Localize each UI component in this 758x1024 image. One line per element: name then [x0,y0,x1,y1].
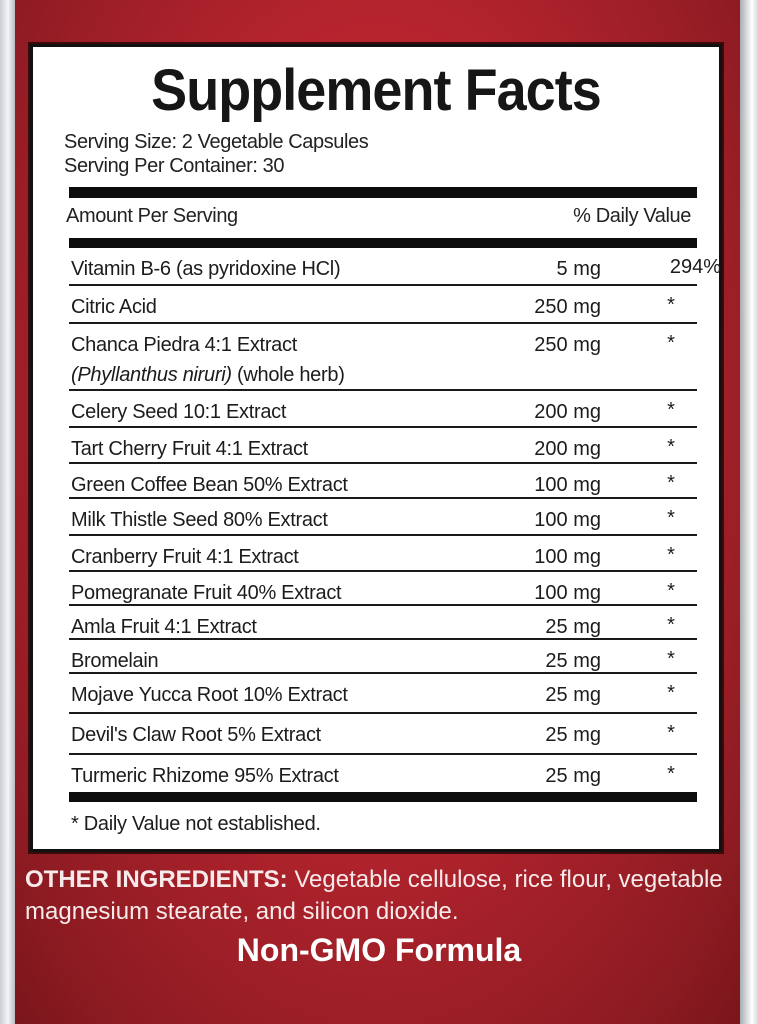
ingredient-name: Milk Thistle Seed 80% Extract [71,505,328,535]
ingredient-daily-value: 294% [669,256,721,278]
ingredient-row: Citric Acid 250 mg * [69,286,697,324]
divider-thick [69,792,697,802]
ingredient-row: Turmeric Rhizome 95% Extract 25 mg * [69,755,697,794]
ingredient-row: Pomegranate Fruit 40% Extract 100 mg * [69,572,697,606]
ingredient-amount: 25 mg [545,724,601,746]
other-ingredients-text: Vegetable cellulose, rice flour, vegetab… [25,866,723,925]
ingredient-amount: 100 mg [534,582,601,604]
ingredient-amount: 5 mg [556,258,601,280]
ingredient-name-text: Devil's Claw Root 5% Extract [71,724,321,746]
ingredient-amount: 250 mg [534,334,601,356]
ingredient-name: Chanca Piedra 4:1 Extract (Phyllanthus ni… [71,330,345,390]
ingredient-name: Cranberry Fruit 4:1 Extract [71,542,299,572]
ingredient-name-text: Celery Seed 10:1 Extract [71,401,287,423]
ingredient-name-text: Tart Cherry Fruit 4:1 Extract [71,438,308,460]
ingredient-name-text: Amla Fruit 4:1 Extract [71,616,257,638]
ingredient-name-text: Green Coffee Bean 50% Extract [71,474,348,496]
ingredient-name: Turmeric Rhizome 95% Extract [71,761,339,791]
ingredient-amount: 250 mg [534,296,601,318]
ingredient-name: Citric Acid [71,292,157,322]
ingredient-name: Vitamin B-6 (as pyridoxine HCl) [71,254,341,284]
supplement-facts-panel: Supplement Facts Serving Size: 2 Vegetab… [30,44,722,852]
ingredient-name-text: Mojave Yucca Root 10% Extract [71,684,348,706]
ingredient-daily-value: * [667,580,675,602]
ingredient-row: Vitamin B-6 (as pyridoxine HCl) 5 mg 294% [69,248,721,286]
ingredient-daily-value: * [667,648,675,670]
ingredient-daily-value: * [667,722,675,744]
ingredient-amount: 25 mg [545,616,601,638]
footnote: * Daily Value not established. [71,813,321,835]
ingredient-name-text: Chanca Piedra 4:1 Extract [71,334,297,356]
ingredient-row: Devil's Claw Root 5% Extract 25 mg * [69,714,697,755]
ingredient-daily-value: * [667,682,675,704]
ingredient-daily-value: * [667,544,675,566]
ingredient-name: Amla Fruit 4:1 Extract [71,612,257,642]
ingredient-daily-value: * [667,332,675,354]
dv-header: % Daily Value [573,205,691,227]
ingredient-name-text: Bromelain [71,650,159,672]
ingredient-row: Bromelain 25 mg * [69,640,697,674]
ingredient-name: Bromelain [71,646,159,676]
ingredient-row: Tart Cherry Fruit 4:1 Extract 200 mg * [69,428,697,464]
ingredient-name: Tart Cherry Fruit 4:1 Extract [71,434,308,464]
other-ingredients-label: OTHER INGREDIENTS: [25,866,288,893]
ingredient-daily-value: * [667,507,675,529]
ingredient-row: Mojave Yucca Root 10% Extract 25 mg * [69,674,697,714]
ingredient-row: Celery Seed 10:1 Extract 200 mg * [69,391,697,428]
panel-title: Supplement Facts [151,58,602,123]
ingredient-name-text: Citric Acid [71,296,157,318]
ingredient-name-text: Vitamin B-6 (as pyridoxine HCl) [71,258,341,280]
divider-thick [69,238,697,248]
amount-header: Amount Per Serving [66,205,238,227]
ingredient-row: Amla Fruit 4:1 Extract 25 mg * [69,606,697,640]
ingredient-name-text: Cranberry Fruit 4:1 Extract [71,546,299,568]
ingredient-row: Milk Thistle Seed 80% Extract 100 mg * [69,499,697,536]
ingredient-daily-value: * [667,472,675,494]
ingredient-name-text: Milk Thistle Seed 80% Extract [71,509,328,531]
ingredient-part: (whole herb) [231,364,345,386]
ingredient-daily-value: * [667,614,675,636]
ingredient-daily-value: * [667,436,675,458]
ingredient-amount: 25 mg [545,765,601,787]
ingredient-name-text: Turmeric Rhizome 95% Extract [71,765,339,787]
ingredient-daily-value: * [667,763,675,785]
servings-per-container: Serving Per Container: 30 [64,155,285,177]
ingredient-amount: 100 mg [534,546,601,568]
ingredient-latin-name: (Phyllanthus niruri) [71,364,232,386]
ingredient-amount: 200 mg [534,438,601,460]
ingredient-row: Chanca Piedra 4:1 Extract (Phyllanthus ni… [69,324,697,391]
ingredient-daily-value: * [667,294,675,316]
ingredient-name: Celery Seed 10:1 Extract [71,397,286,427]
ingredient-amount: 200 mg [534,401,601,423]
non-gmo-tagline: Non-GMO Formula [236,932,522,968]
serving-size: Serving Size: 2 Vegetable Capsules [64,131,369,153]
ingredient-row: Green Coffee Bean 50% Extract 100 mg * [69,464,697,499]
ingredient-daily-value: * [667,399,675,421]
ingredient-amount: 100 mg [534,474,601,496]
ingredient-name-text: Pomegranate Fruit 40% Extract [71,582,342,604]
ingredient-name: Pomegranate Fruit 40% Extract [71,578,342,608]
ingredient-amount: 25 mg [545,684,601,706]
ingredient-amount: 25 mg [545,650,601,672]
ingredient-name: Devil's Claw Root 5% Extract [71,720,321,750]
other-ingredients: OTHER INGREDIENTS: Vegetable cellulose, … [25,864,735,928]
divider-thick [69,187,697,198]
ingredient-row: Cranberry Fruit 4:1 Extract 100 mg * [69,536,697,572]
ingredient-name: Green Coffee Bean 50% Extract [71,470,348,500]
ingredient-name: Mojave Yucca Root 10% Extract [71,680,348,710]
ingredient-amount: 100 mg [534,509,601,531]
